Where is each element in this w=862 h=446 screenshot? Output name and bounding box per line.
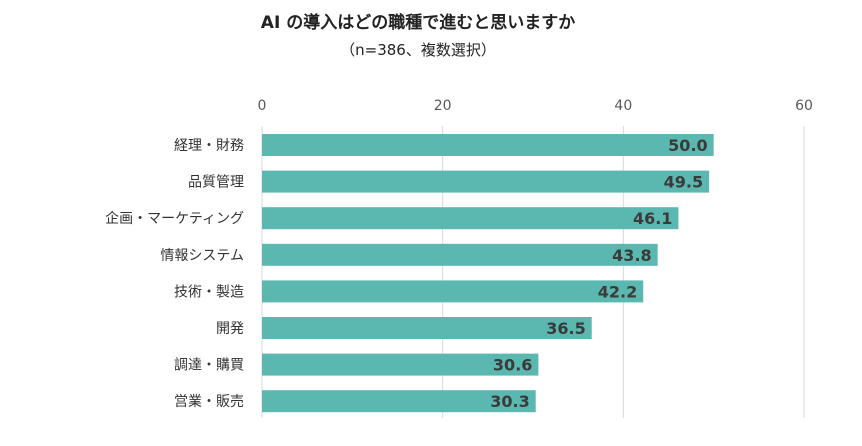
category-label: 調達・購買 <box>174 358 244 374</box>
x-tick-label: 20 <box>434 98 452 114</box>
category-label: 品質管理 <box>188 175 244 191</box>
category-label: 営業・販売 <box>174 394 244 410</box>
data-label: 36.5 <box>546 319 585 338</box>
chart-title: AI の導入はどの職種で進むと思いますか <box>261 12 575 33</box>
bar <box>262 353 539 376</box>
data-label: 30.3 <box>490 392 529 411</box>
x-tick-label: 60 <box>795 98 813 114</box>
data-label: 30.6 <box>493 356 532 375</box>
bar <box>262 134 714 156</box>
bar <box>262 280 644 303</box>
bar <box>262 170 710 193</box>
category-label: 経理・財務 <box>174 138 244 154</box>
data-label: 46.1 <box>633 209 672 228</box>
x-tick-label: 40 <box>614 98 632 114</box>
data-label: 49.5 <box>664 173 703 192</box>
data-label: 43.8 <box>612 246 651 265</box>
chart-subtitle: （n=386、複数選択） <box>340 41 496 59</box>
bars <box>262 134 714 413</box>
data-label: 42.2 <box>598 282 637 301</box>
bar <box>262 390 536 413</box>
value-labels: 50.0 49.5 46.1 43.8 42.2 36.5 30.6 30.3 <box>490 136 707 411</box>
data-label: 50.0 <box>668 136 707 155</box>
bar <box>262 317 592 339</box>
x-axis-ticks: 0 20 40 60 <box>258 98 813 114</box>
bar <box>262 243 658 266</box>
category-label: 開発 <box>216 321 244 337</box>
bar <box>262 207 679 230</box>
category-label: 技術・製造 <box>174 284 244 300</box>
category-label: 企画・マーケティング <box>105 210 244 227</box>
category-labels: 経理・財務品質管理企画・マーケティング情報システム技術・製造開発調達・購買営業・… <box>105 138 244 410</box>
x-tick-label: 0 <box>258 98 267 114</box>
category-label: 情報システム <box>160 248 244 264</box>
